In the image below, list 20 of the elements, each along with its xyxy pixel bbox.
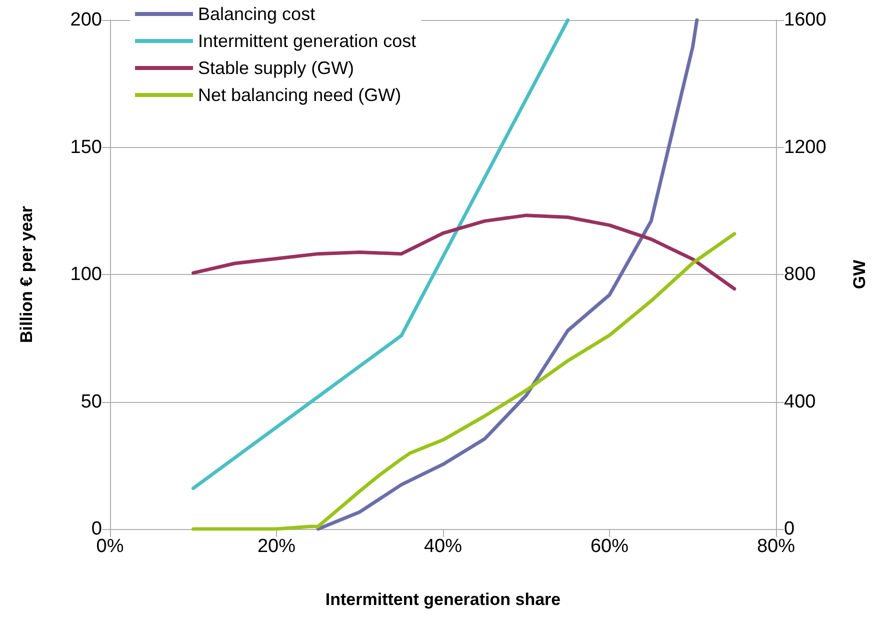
y-tick-label: 150 (70, 136, 102, 158)
legend-label: Net balancing need (GW) (198, 85, 402, 105)
x-tick-label: 60% (590, 536, 629, 557)
y2-tick-label: 800 (784, 264, 816, 285)
y-axis-title: Billion € per year (17, 206, 36, 343)
y-tick-label: 200 (70, 10, 102, 30)
x-tick-label: 40% (424, 536, 462, 557)
y-tick-label: 50 (80, 391, 102, 412)
x-axis-title: Intermittent generation share (325, 590, 561, 609)
legend-label: Balancing cost (198, 4, 316, 24)
legend-label: Stable supply (GW) (198, 58, 354, 78)
y-tick-label: 100 (70, 264, 102, 285)
line-series (192, 232, 736, 531)
y2-tick-label: 400 (784, 391, 816, 412)
y2-tick-label: 1600 (784, 10, 826, 30)
x-tick-label: 20% (257, 536, 296, 557)
legend-label: Intermittent generation cost (198, 31, 416, 51)
y2-tick-label: 1200 (784, 136, 826, 158)
y2-axis-title: GW (850, 258, 869, 290)
line-series (192, 214, 736, 291)
